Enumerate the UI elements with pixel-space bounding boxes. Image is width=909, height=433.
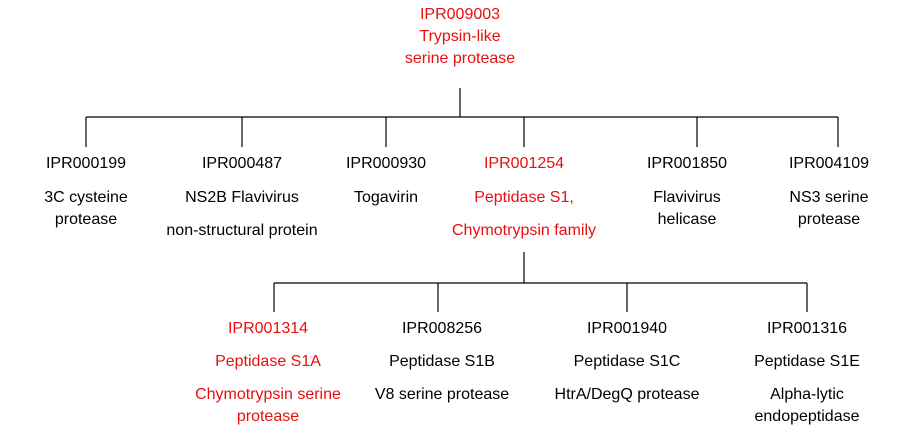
node-id: IPR001850 [646,155,728,172]
node-label-line: protease [797,211,861,228]
node-label-line: endopeptidase [754,408,860,425]
node-label-line: Peptidase S1C [573,353,681,370]
node-id: IPR000930 [345,155,427,172]
node-id: IPR000199 [45,155,127,172]
node-level2-ipr001316: IPR001316 Peptidase S1E Alpha-lytic endo… [732,320,882,430]
node-id: IPR001316 [766,320,848,337]
node-label-line: protease [54,211,118,228]
node-level2-ipr001314: IPR001314 Peptidase S1A Chymotrypsin ser… [178,320,358,430]
node-level2-ipr001940: IPR001940 Peptidase S1C HtrA/DegQ protea… [532,320,722,410]
node-label-line: Togavirin [353,189,419,206]
node-id: IPR004109 [788,155,870,172]
node-label-line: Peptidase S1, [474,189,574,206]
node-label-line: serine protease [404,50,516,67]
node-label-line: Chymotrypsin family [451,222,597,239]
node-level1-ipr001850: IPR001850 Flavivirus helicase [617,155,757,235]
node-label-line: protease [236,408,300,425]
node-label-line: helicase [657,211,717,228]
node-id: IPR000487 [201,155,283,172]
node-label-line: NS3 serine [789,189,869,206]
node-level1-ipr001254: IPR001254 Peptidase S1, Chymotrypsin fam… [434,155,614,245]
node-label-line: Trypsin-like [419,28,501,45]
node-id: IPR001314 [227,320,309,337]
node-label-line: 3C cysteine [44,189,128,206]
node-level2-ipr008256: IPR008256 Peptidase S1B V8 serine protea… [352,320,532,410]
node-id: IPR009003 [419,6,501,23]
node-level1-ipr000487: IPR000487 NS2B Flavivirus non-structural… [152,155,332,245]
node-label-line: non-structural protein [166,222,318,239]
node-id: IPR001940 [586,320,668,337]
node-id: IPR008256 [401,320,483,337]
node-label-line: Alpha-lytic [770,386,844,403]
node-label-line: Chymotrypsin serine [195,386,341,403]
node-label-line: Peptidase S1A [215,353,321,370]
node-label-line: NS2B Flavivirus [185,189,299,206]
node-label-line: Peptidase S1B [389,353,495,370]
node-label-line: Flavivirus [653,189,721,206]
node-label-line: Peptidase S1E [754,353,860,370]
node-level1-ipr000930: IPR000930 Togavirin [316,155,456,215]
node-label-line: HtrA/DegQ protease [554,386,700,403]
node-id: IPR001254 [483,155,565,172]
node-label-line: V8 serine protease [374,386,510,403]
node-root: IPR009003 Trypsin-like serine protease [360,6,560,76]
node-level1-ipr004109: IPR004109 NS3 serine protease [764,155,894,235]
node-level1-ipr000199: IPR000199 3C cysteine protease [6,155,166,235]
